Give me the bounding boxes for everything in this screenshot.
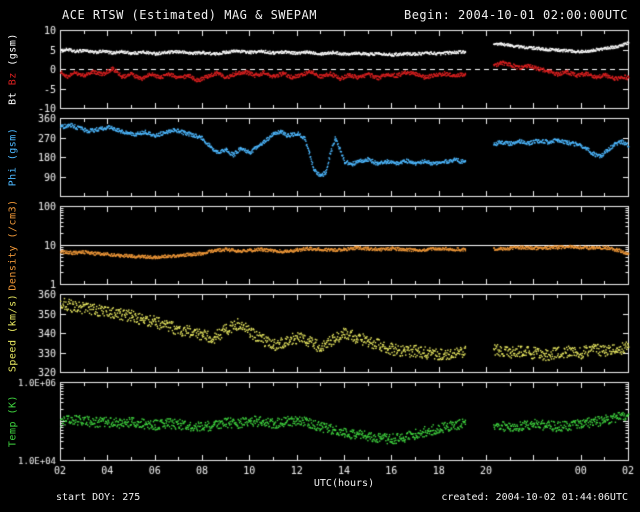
ylabel-bt-bz: Bt Bz (gsm) [8,33,19,105]
ylabel-speed: Speed (km/s) [8,294,19,372]
x-axis-title: UTC(hours) [313,478,375,489]
ylabel-temp: Temp (K) [8,395,19,447]
start-doy-label: start DOY: 275 [56,492,141,503]
ylabel-part: Bt [7,85,19,105]
ylabel-part: (gsm) [7,33,19,66]
begin-timestamp: Begin: 2004-10-01 02:00:00UTC [403,8,628,22]
ylabel-part: Temp (K) [7,394,19,448]
ylabel-part: Density (/cm3) [7,199,19,291]
ylabel-phi: Phi (gsm) [8,128,19,187]
ylabel-part: Phi (gsm) [7,127,19,187]
page-title: ACE RTSW (Estimated) MAG & SWEPAM [62,8,317,22]
ylabel-part: Speed (km/s) [7,293,19,373]
created-timestamp: created: 2004-10-02 01:44:06UTC [441,492,628,503]
ylabel-density: Density (/cm3) [8,199,19,290]
ylabel-part: Bz [7,65,19,86]
